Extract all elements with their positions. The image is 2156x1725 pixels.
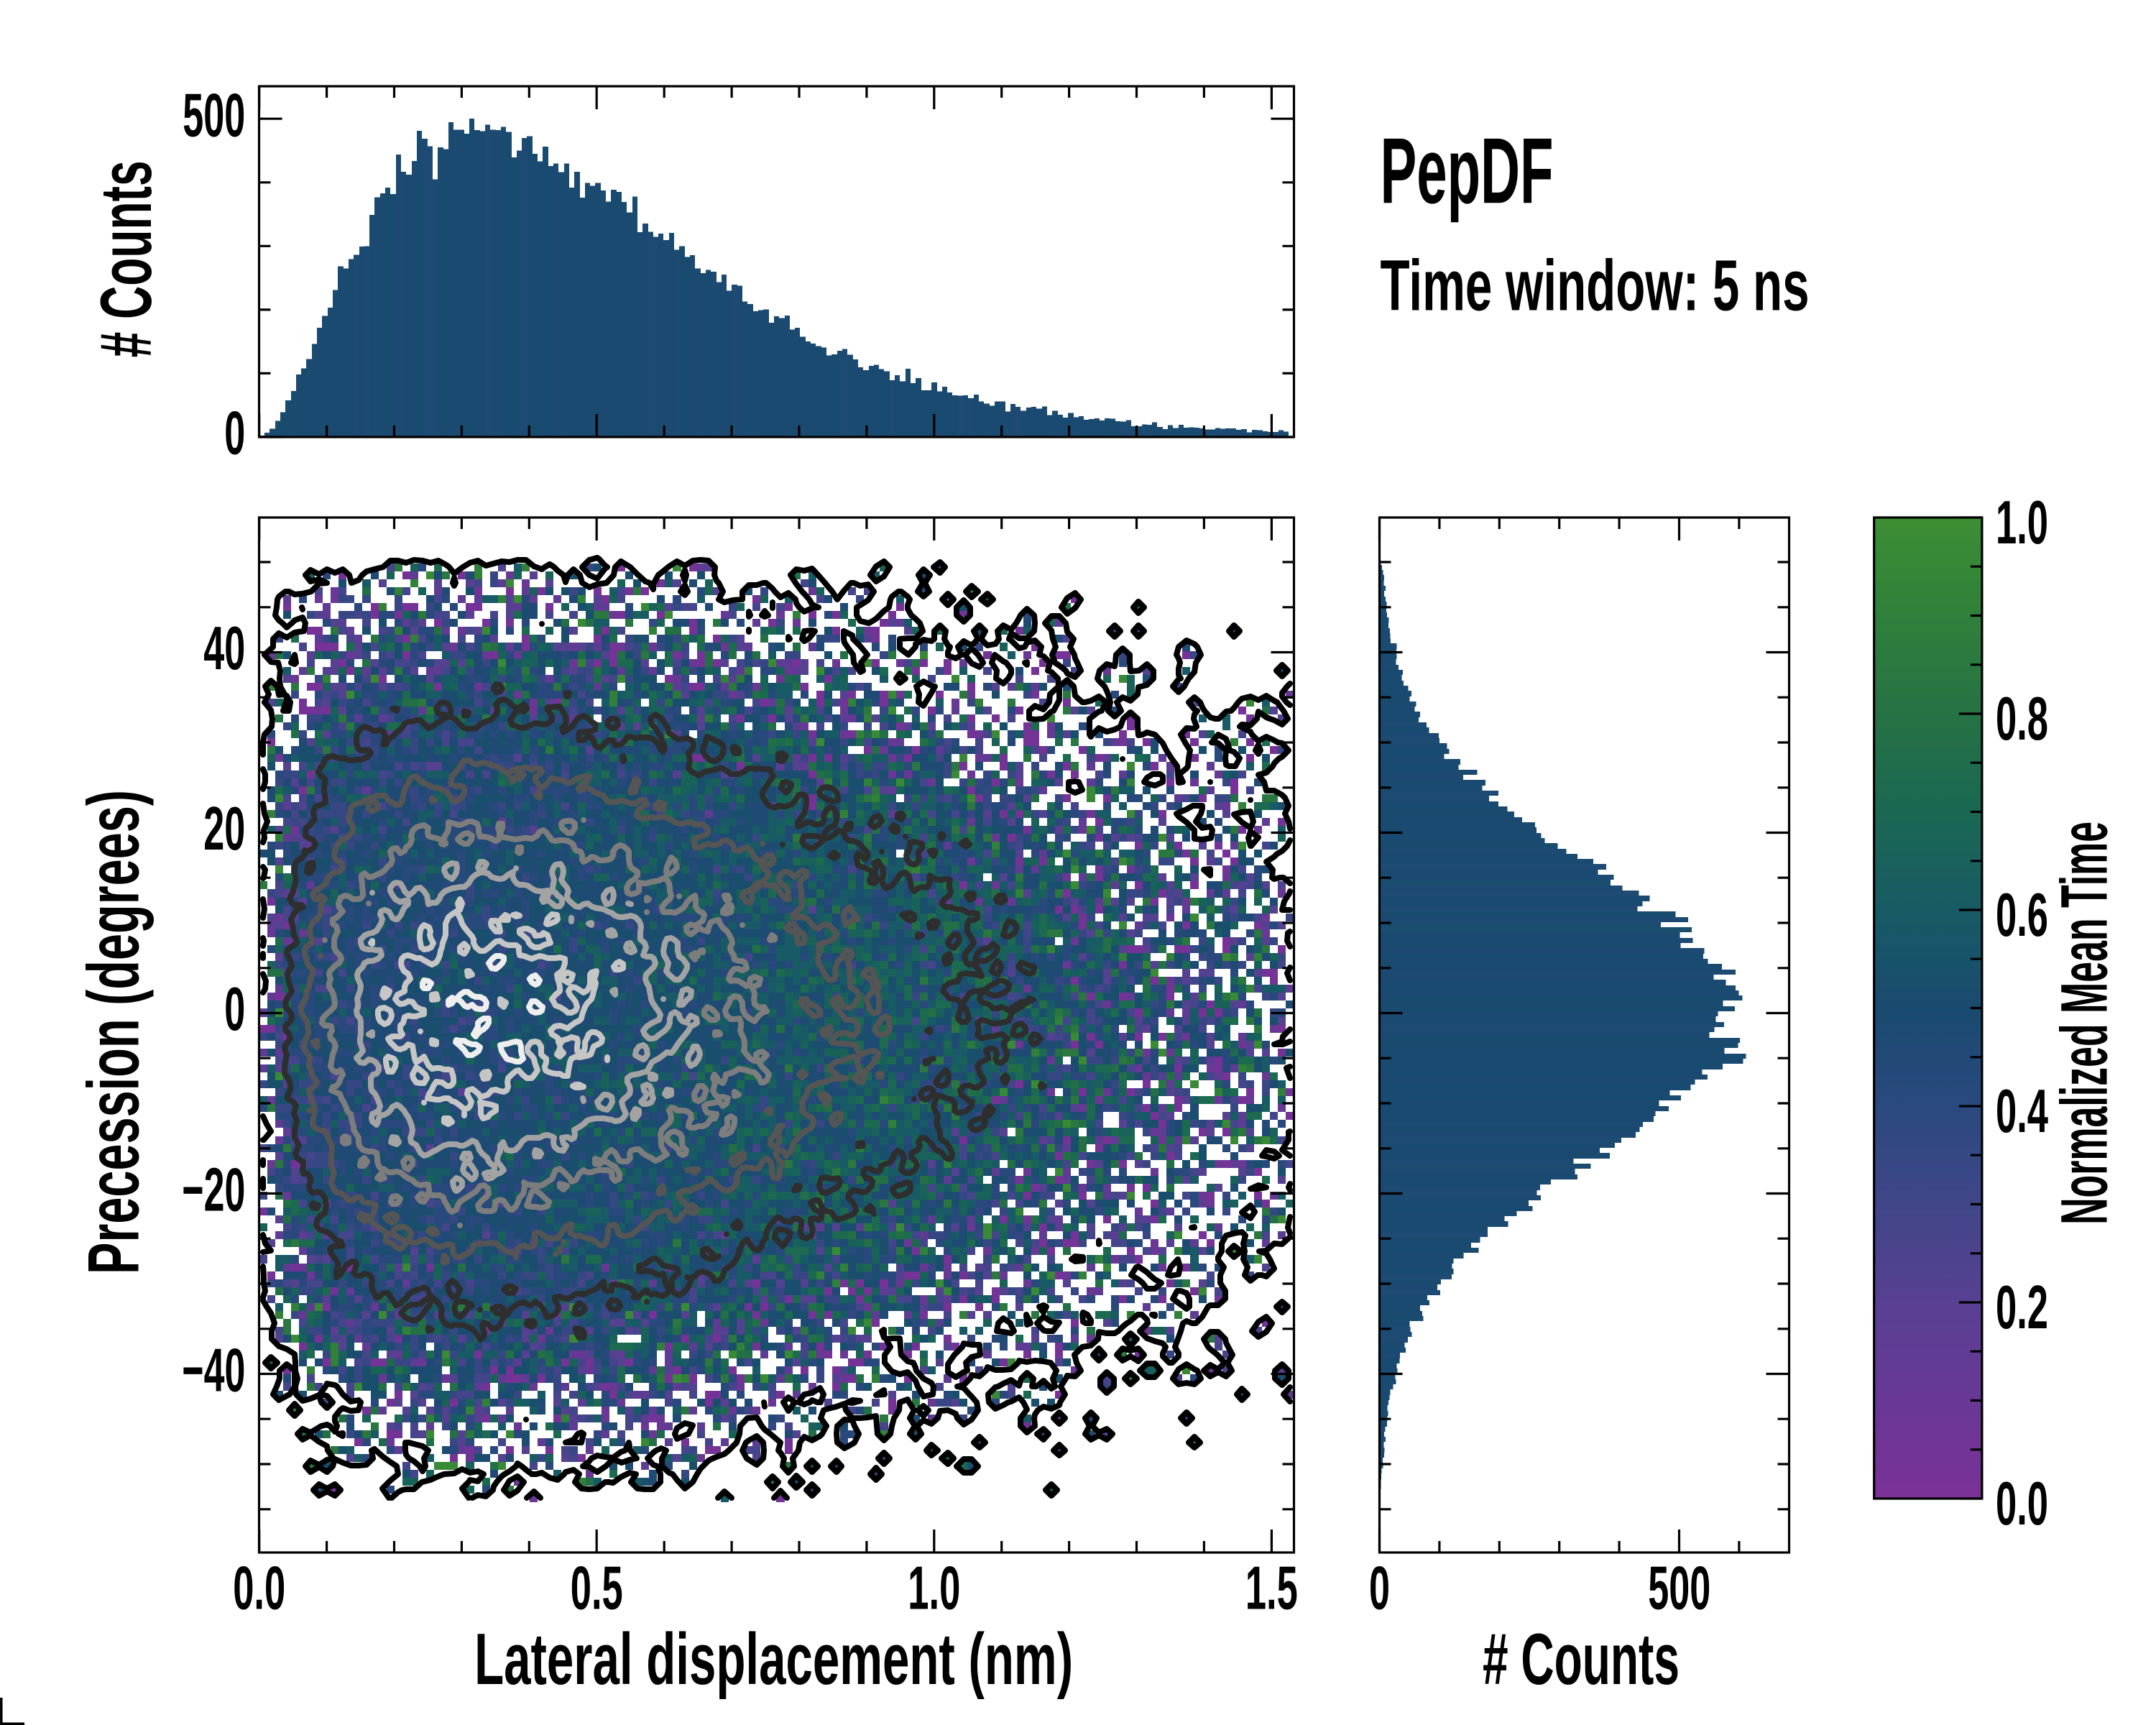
svg-text:0: 0 [224,975,245,1044]
svg-text:# Counts: # Counts [1483,1619,1680,1700]
svg-text:Precession (degrees): Precession (degrees) [73,790,154,1274]
svg-text:PepDF: PepDF [1381,118,1554,223]
svg-text:1.0: 1.0 [908,1555,960,1623]
svg-text:−20: −20 [182,1156,245,1225]
svg-text:0: 0 [1369,1555,1390,1623]
svg-text:1.0: 1.0 [1996,489,2048,557]
svg-text:Time window: 5 ns: Time window: 5 ns [1381,246,1810,326]
svg-text:# Counts: # Counts [86,160,167,357]
svg-text:Normalized Mean Time: Normalized Mean Time [2047,822,2121,1225]
svg-text:500: 500 [1648,1555,1710,1623]
svg-text:0: 0 [224,400,245,468]
svg-text:0.0: 0.0 [233,1555,285,1623]
svg-text:0.5: 0.5 [571,1555,623,1623]
svg-text:0.6: 0.6 [1996,881,2048,949]
svg-text:Lateral displacement (nm): Lateral displacement (nm) [474,1619,1073,1700]
svg-text:1.5: 1.5 [1245,1555,1298,1623]
svg-text:−40: −40 [182,1337,245,1405]
svg-text:500: 500 [183,81,245,150]
svg-text:40: 40 [203,615,245,683]
svg-text:0.4: 0.4 [1996,1077,2048,1146]
svg-text:0.0: 0.0 [1996,1470,2048,1538]
svg-text:0.8: 0.8 [1996,685,2048,753]
svg-text:20: 20 [203,795,245,863]
svg-text:0.2: 0.2 [1996,1274,2048,1342]
